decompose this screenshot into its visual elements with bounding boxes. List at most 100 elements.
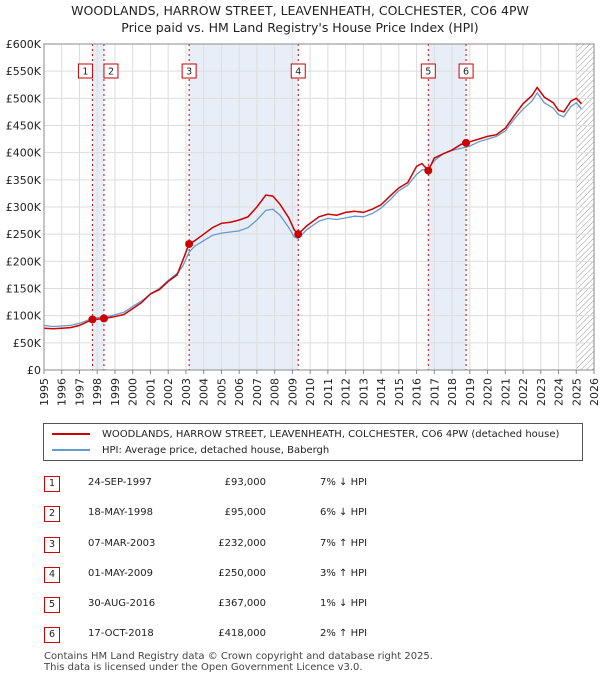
- x-tick-label: 1999: [109, 378, 122, 406]
- sale-label-text: 3: [186, 67, 192, 78]
- sale-number-badge: 1: [44, 476, 60, 492]
- sale-label-text: 5: [425, 67, 431, 78]
- legend-swatch-property: [52, 433, 90, 435]
- legend-item-property: WOODLANDS, HARROW STREET, LEAVENHEATH, C…: [52, 426, 559, 442]
- sale-label-box: [181, 63, 197, 79]
- sale-date: 24-SEP-1997: [88, 477, 152, 488]
- x-tick-label: 2011: [322, 378, 335, 406]
- sale-label-text: 6: [463, 67, 469, 78]
- x-tick-label: 2018: [446, 378, 459, 406]
- y-tick-label: £150K: [6, 283, 42, 296]
- sale-hpi-diff: 7% ↓ HPI: [320, 477, 368, 488]
- legend-label-hpi: HPI: Average price, detached house, Babe…: [102, 444, 330, 456]
- x-tick-label: 2000: [127, 378, 140, 406]
- y-tick-label: £200K: [6, 255, 42, 268]
- legend-label-property: WOODLANDS, HARROW STREET, LEAVENHEATH, C…: [102, 428, 560, 440]
- sale-label-box: [77, 63, 93, 79]
- x-tick-label: 2026: [588, 378, 600, 406]
- x-tick-label: 2010: [304, 378, 317, 406]
- x-tick-label: 2019: [464, 378, 477, 406]
- x-tick-label: 2015: [393, 378, 406, 406]
- sale-marker: [185, 239, 194, 248]
- x-tick-label: 2001: [144, 378, 157, 406]
- legend-swatch-hpi: [52, 449, 90, 451]
- table-row: 1 24-SEP-1997 £93,000 7% ↓ HPI: [0, 473, 600, 493]
- sale-hpi-diff: 7% ↑ HPI: [320, 538, 368, 549]
- sale-number-badge: 5: [44, 597, 60, 613]
- x-tick-label: 1996: [56, 378, 69, 406]
- x-tick-label: 2016: [411, 378, 424, 406]
- x-tick-label: 2007: [251, 378, 264, 406]
- y-tick-label: £250K: [6, 228, 42, 241]
- sale-price: £232,000: [218, 538, 266, 549]
- table-row: 2 18-MAY-1998 £95,000 6% ↓ HPI: [0, 503, 600, 523]
- sale-label-box: [290, 63, 306, 79]
- y-tick-label: £0: [27, 364, 41, 377]
- footer: Contains HM Land Registry data © Crown c…: [44, 651, 433, 673]
- x-tick-label: 1998: [91, 378, 104, 406]
- sale-label-text: 4: [295, 67, 301, 78]
- footer-line-2: This data is licensed under the Open Gov…: [44, 662, 363, 673]
- x-tick-label: 2005: [215, 378, 228, 406]
- y-tick-label: £550K: [6, 65, 42, 78]
- sale-label-box: [103, 63, 119, 79]
- table-row: 5 30-AUG-2016 £367,000 1% ↓ HPI: [0, 594, 600, 614]
- y-tick-label: £500K: [6, 92, 42, 105]
- title-line-2: Price paid vs. HM Land Registry's House …: [121, 20, 479, 35]
- x-tick-label: 2017: [428, 378, 441, 406]
- x-tick-label: 2008: [269, 378, 282, 406]
- sale-date: 18-MAY-1998: [88, 507, 154, 518]
- x-tick-label: 2025: [570, 378, 583, 406]
- x-tick-label: 2021: [499, 378, 512, 406]
- sale-hpi-diff: 2% ↑ HPI: [320, 628, 368, 639]
- y-tick-label: £450K: [6, 120, 42, 133]
- table-row: 4 01-MAY-2009 £250,000 3% ↑ HPI: [0, 564, 600, 584]
- sale-number-badge: 4: [44, 567, 60, 583]
- x-tick-label: 2023: [535, 378, 548, 406]
- series-line-hpi: [43, 91, 583, 328]
- sale-markers: 1 2 3 4 5 6: [77, 63, 474, 324]
- plot-frame: [43, 43, 595, 371]
- sale-date: 07-MAR-2003: [88, 538, 156, 549]
- sale-date: 17-OCT-2018: [88, 628, 154, 639]
- x-tick-label: 2009: [286, 378, 299, 406]
- sale-price: £367,000: [218, 598, 266, 609]
- sale-price: £93,000: [224, 477, 266, 488]
- y-tick-label: £300K: [6, 201, 42, 214]
- y-tick-label: £100K: [6, 310, 42, 323]
- sale-marker: [462, 138, 471, 147]
- sale-number-badge: 6: [44, 627, 60, 643]
- sale-label-box: [420, 63, 436, 79]
- grid: [43, 43, 595, 371]
- sale-label-text: 1: [82, 67, 88, 78]
- x-tick-label: 2014: [375, 378, 388, 406]
- x-tick-label: 2004: [198, 378, 211, 406]
- sale-date: 30-AUG-2016: [88, 598, 156, 609]
- y-tick-label: £600K: [6, 38, 42, 51]
- x-tick-label: 2002: [162, 378, 175, 406]
- sale-label-box: [458, 63, 474, 79]
- sale-marker: [88, 315, 97, 324]
- x-tick-label: 2003: [180, 378, 193, 406]
- sale-price: £418,000: [218, 628, 266, 639]
- title-line-1: WOODLANDS, HARROW STREET, LEAVENHEATH, C…: [71, 3, 529, 18]
- table-row: 3 07-MAR-2003 £232,000 7% ↑ HPI: [0, 534, 600, 554]
- x-tick-label: 2012: [340, 378, 353, 406]
- x-tick-label: 1997: [73, 378, 86, 406]
- sale-hpi-diff: 1% ↓ HPI: [320, 598, 368, 609]
- legend: WOODLANDS, HARROW STREET, LEAVENHEATH, C…: [43, 423, 583, 461]
- sale-label-text: 2: [108, 67, 114, 78]
- table-row: 6 17-OCT-2018 £418,000 2% ↑ HPI: [0, 624, 600, 644]
- x-tick-label: 2013: [357, 378, 370, 406]
- y-tick-label: £400K: [6, 147, 42, 160]
- sale-marker: [294, 230, 303, 239]
- sale-price: £250,000: [218, 568, 266, 579]
- chart-title: WOODLANDS, HARROW STREET, LEAVENHEATH, C…: [0, 2, 600, 36]
- sale-price: £95,000: [224, 507, 266, 518]
- x-tick-label: 2020: [482, 378, 495, 406]
- x-tick-label: 2024: [553, 378, 566, 406]
- series-lines: [43, 86, 583, 330]
- footer-line-1: Contains HM Land Registry data © Crown c…: [44, 651, 433, 662]
- sale-marker: [424, 166, 433, 175]
- y-tick-label: £50K: [13, 337, 42, 350]
